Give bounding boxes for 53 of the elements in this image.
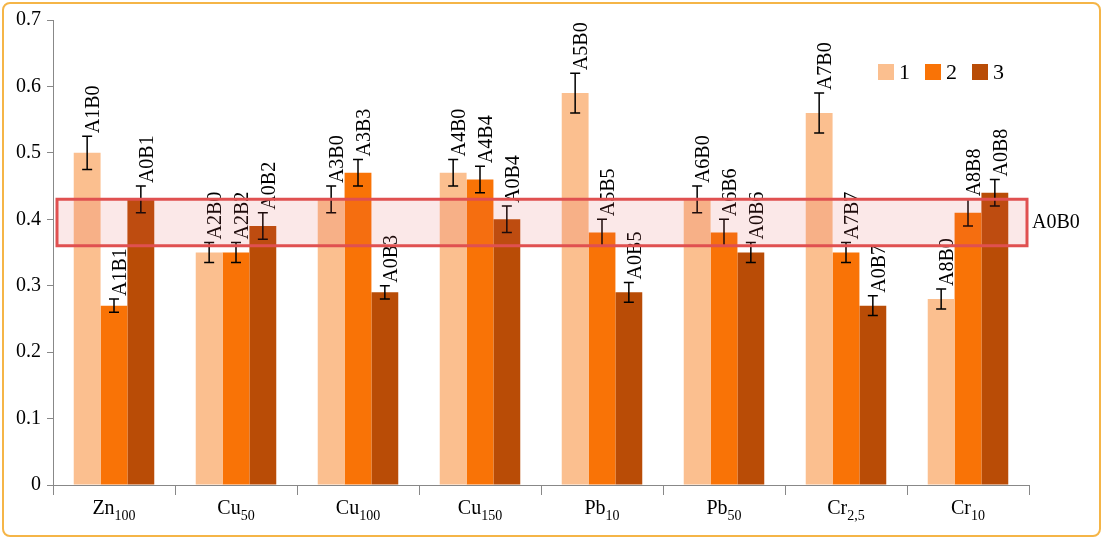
bar — [859, 305, 887, 485]
bar — [493, 219, 521, 485]
bar — [832, 252, 860, 485]
bar — [954, 212, 982, 485]
y-tick-label: 0.1 — [16, 405, 41, 428]
data-label: A0B4 — [501, 155, 524, 203]
y-tick-label: 0.5 — [16, 140, 41, 163]
data-label: A3B0 — [325, 135, 348, 184]
legend-label: 1 — [899, 58, 910, 84]
legend-label: 2 — [946, 58, 957, 84]
bar — [805, 113, 833, 485]
bar — [344, 172, 372, 485]
bar — [981, 192, 1009, 485]
bar — [615, 292, 643, 485]
bar — [927, 299, 955, 485]
band-label: A0B0 — [1032, 209, 1080, 232]
bar — [561, 93, 589, 485]
y-tick-label: 0.4 — [16, 206, 41, 229]
data-label: A3B3 — [352, 108, 375, 157]
data-label: A0B1 — [135, 135, 158, 184]
y-tick-label: 0.7 — [16, 7, 41, 30]
data-label: A2B2 — [230, 191, 253, 240]
bar — [371, 292, 399, 485]
bar — [100, 305, 128, 485]
bar — [683, 199, 711, 485]
data-label: A4B4 — [474, 115, 497, 164]
data-label: A0B7 — [867, 244, 890, 293]
bar — [317, 199, 345, 485]
data-label: A6B0 — [691, 135, 714, 184]
y-tick-label: 0.6 — [16, 73, 41, 96]
data-label: A8B8 — [962, 148, 985, 197]
data-label: A0B3 — [379, 234, 402, 283]
bar — [439, 172, 467, 485]
data-label: A7B0 — [813, 42, 836, 91]
data-label: A4B0 — [447, 108, 470, 157]
legend-label: 3 — [993, 58, 1004, 84]
bar — [737, 252, 765, 485]
y-tick-label: 0.2 — [16, 339, 41, 362]
bar — [466, 179, 494, 485]
bar — [222, 252, 250, 485]
data-label: A5B0 — [569, 22, 592, 71]
data-label: A1B0 — [81, 85, 104, 134]
bar — [73, 152, 101, 485]
bar — [127, 199, 155, 485]
data-label: A0B8 — [989, 128, 1012, 177]
bar — [588, 232, 616, 485]
y-tick-label: 0.3 — [16, 272, 41, 295]
data-label: A7B7 — [840, 191, 863, 240]
bar — [249, 225, 277, 485]
y-tick-label: 0 — [31, 472, 41, 495]
bar — [195, 252, 223, 485]
bar — [710, 232, 738, 485]
data-label: A1B1 — [108, 248, 131, 296]
